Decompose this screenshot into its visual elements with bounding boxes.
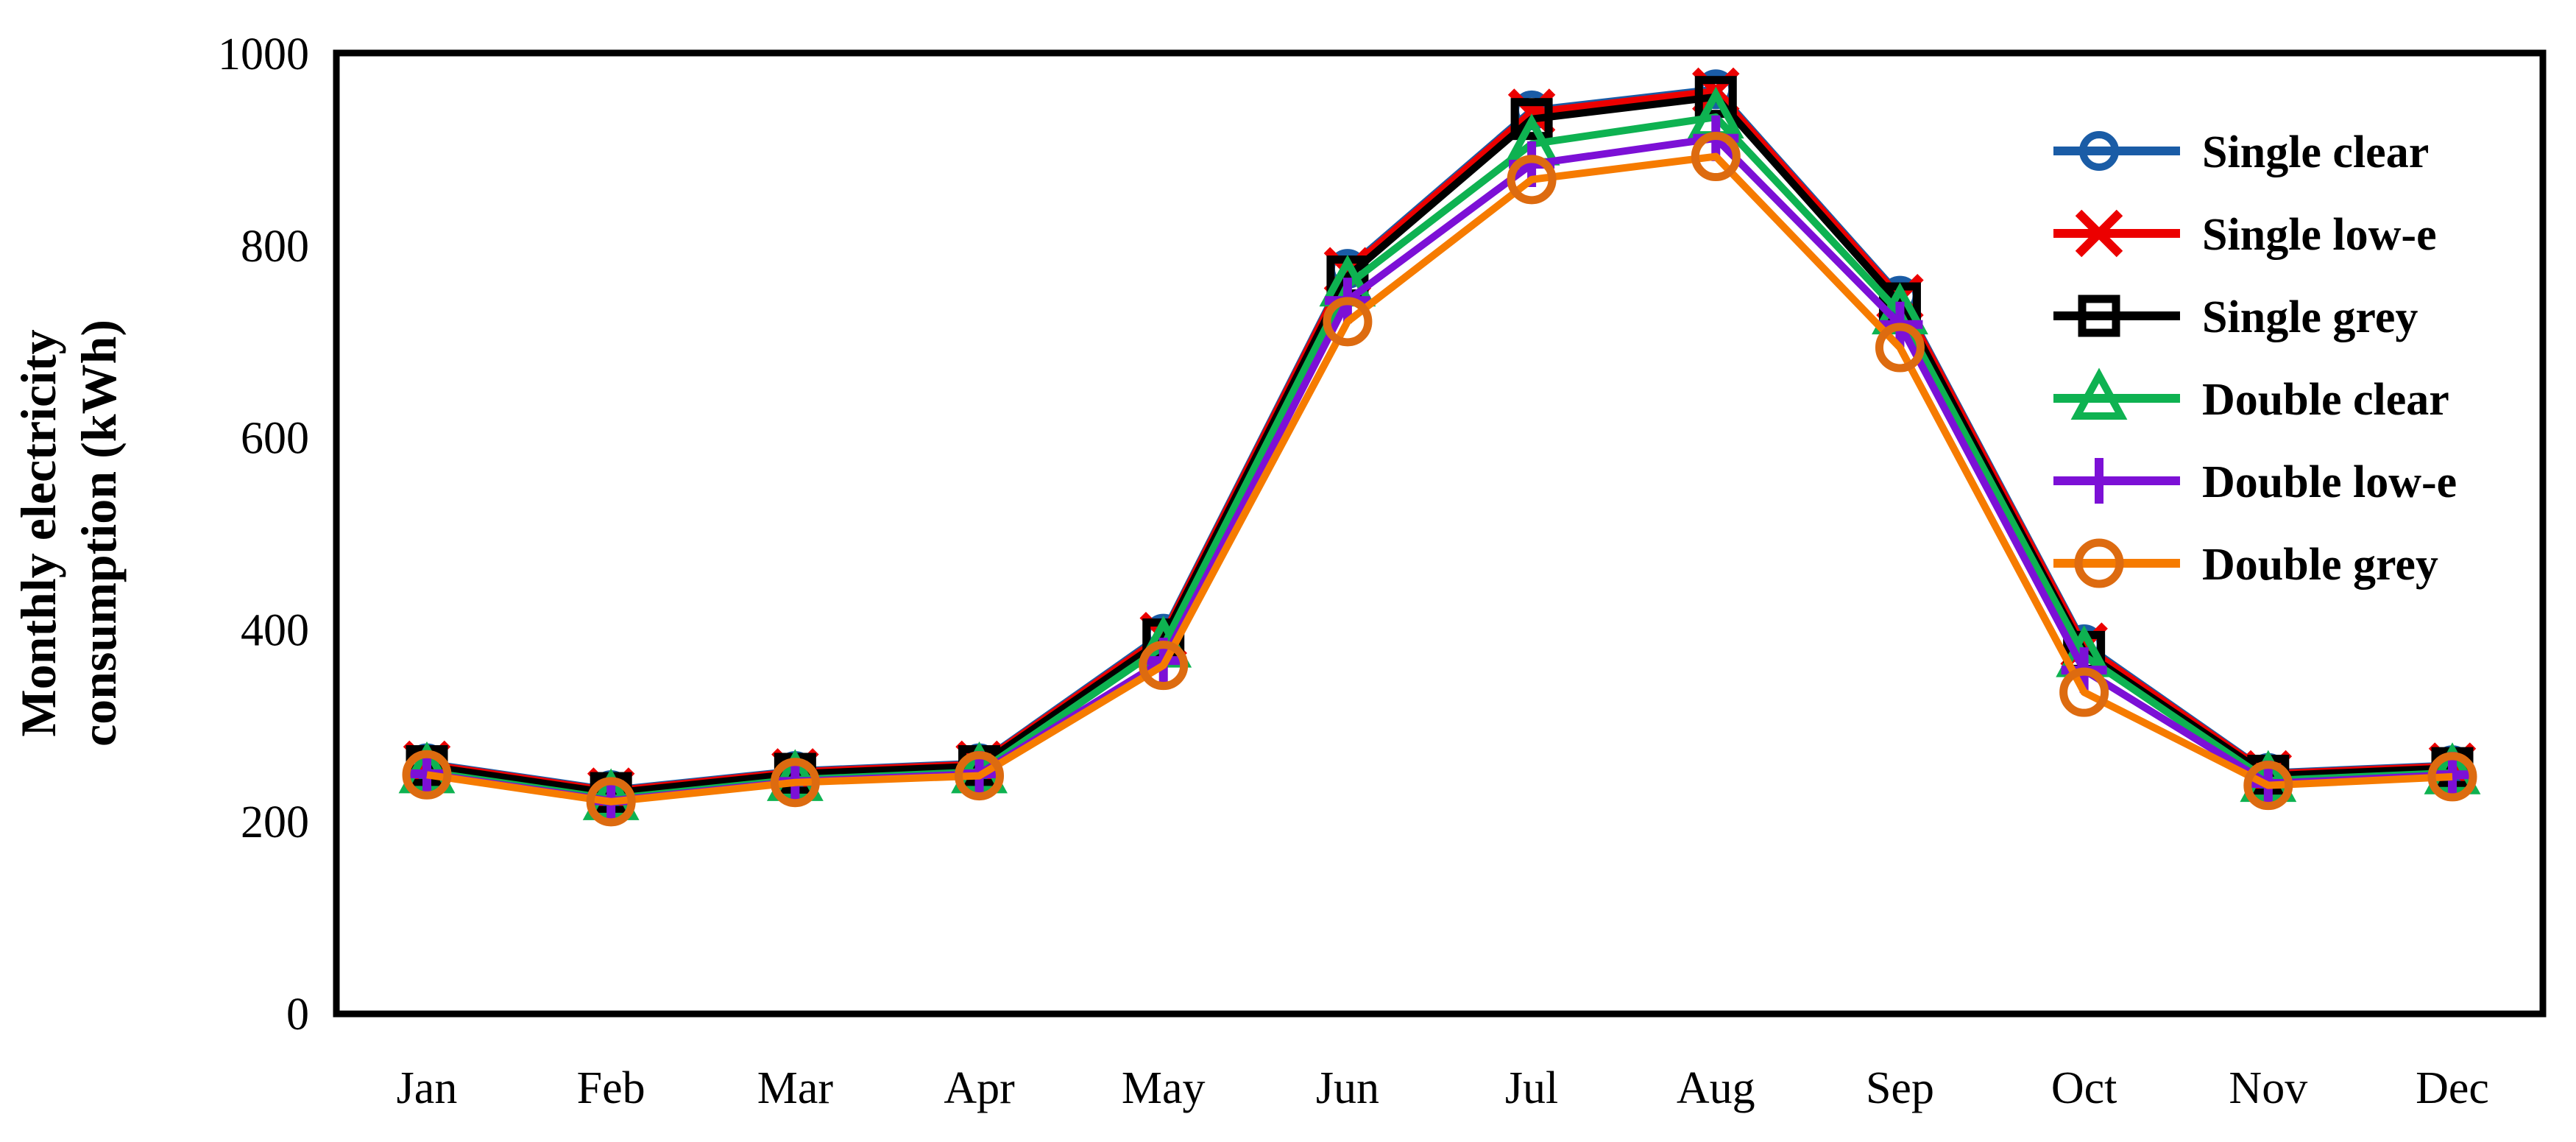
- y-axis-title-line2: consumption (kWh): [71, 320, 127, 747]
- y-tick-label-0: 0: [286, 990, 309, 1040]
- series-line-double-clear: [426, 113, 2453, 803]
- x-tick-label-apr: Apr: [944, 1063, 1015, 1113]
- legend-item-double-grey: Double grey: [2053, 538, 2438, 590]
- x-tick-label-mar: Mar: [757, 1063, 834, 1113]
- x-tick-label-feb: Feb: [577, 1063, 645, 1113]
- marker-double-grey-feb-glyph: [586, 777, 636, 827]
- series-double-low-e: [404, 115, 2475, 824]
- series-double-clear: [398, 86, 2481, 820]
- legend-item-double-low-e: Double low-e: [2053, 457, 2457, 507]
- marker-double-grey-aug-glyph: [1691, 132, 1741, 182]
- legend-label-double-low-e: Double low-e: [2202, 457, 2457, 507]
- y-tick-label-800: 800: [241, 222, 309, 272]
- marker-double-grey-nov: [2243, 761, 2293, 811]
- legend-marker-double-clear-glyph: [2070, 367, 2128, 420]
- x-tick-label-jul: Jul: [1505, 1063, 1558, 1113]
- marker-double-grey-feb: [586, 777, 636, 827]
- x-tick-label-jan: Jan: [397, 1063, 458, 1113]
- legend-marker-single-low-e: [2075, 209, 2123, 258]
- series-layer: [398, 67, 2481, 827]
- marker-double-grey-jan: [402, 750, 452, 800]
- legend-marker-single-clear-glyph: [2079, 131, 2119, 171]
- marker-double-grey-jul: [1507, 155, 1557, 205]
- x-tick-label-nov: Nov: [2229, 1063, 2307, 1113]
- y-tick-label-1000: 1000: [218, 29, 309, 80]
- x-tick-label-sep: Sep: [1866, 1063, 1934, 1113]
- legend-item-single-low-e: Single low-e: [2053, 209, 2437, 260]
- legend-label-single-low-e: Single low-e: [2202, 210, 2437, 260]
- legend-marker-double-clear: [2070, 367, 2128, 420]
- y-tick-label-600: 600: [241, 414, 309, 464]
- axes-layer: 0 200 400 600 800 1000 Jan Feb Mar Apr May Jun Jul Au…: [218, 29, 2489, 1113]
- marker-double-grey-may: [1139, 641, 1189, 691]
- x-tick-label-aug: Aug: [1677, 1063, 1755, 1113]
- y-tick-label-200: 200: [241, 797, 309, 847]
- y-axis-title-line1: Monthly electricity: [10, 329, 66, 736]
- legend-marker-double-grey: [2074, 538, 2124, 588]
- marker-double-grey-dec: [2427, 752, 2477, 802]
- legend-marker-single-grey-glyph: [2078, 295, 2120, 337]
- series-line-double-grey: [426, 152, 2453, 806]
- marker-double-grey-may-glyph: [1139, 641, 1189, 691]
- x-tick-label-may: May: [1122, 1063, 1206, 1113]
- marker-double-grey-jan-glyph: [402, 750, 452, 800]
- marker-double-grey-aug: [1691, 132, 1741, 182]
- marker-double-grey-dec-glyph: [2427, 752, 2477, 802]
- legend-label-single-grey: Single grey: [2202, 292, 2418, 342]
- legend-marker-double-low-e-glyph: [2076, 458, 2122, 504]
- plot-frame: [333, 49, 2547, 1018]
- legend-marker-double-low-e: [2076, 458, 2122, 504]
- x-tick-label-oct: Oct: [2051, 1063, 2117, 1113]
- marker-double-grey-oct: [2059, 667, 2109, 717]
- marker-double-grey-jun: [1323, 297, 1373, 347]
- marker-double-grey-jun-glyph: [1323, 297, 1373, 347]
- marker-double-grey-mar-glyph: [770, 758, 820, 808]
- legend-marker-double-grey-glyph: [2074, 538, 2124, 588]
- legend-item-single-grey: Single grey: [2053, 292, 2418, 342]
- legend-marker-single-grey: [2078, 295, 2120, 337]
- marker-double-grey-oct-glyph: [2059, 667, 2109, 717]
- marker-double-grey-jul-glyph: [1507, 155, 1557, 205]
- legend-item-double-clear: Double clear: [2053, 367, 2449, 425]
- legend-item-single-clear: Single clear: [2053, 127, 2429, 177]
- marker-double-grey-sep-glyph: [1875, 322, 1925, 373]
- legend-marker-single-low-e-glyph: [2075, 209, 2123, 258]
- marker-single-grey-jul: [1510, 98, 1553, 141]
- y-tick-label-400: 400: [241, 605, 309, 655]
- series-double-grey: [402, 132, 2477, 827]
- legend-label-double-grey: Double grey: [2202, 540, 2438, 590]
- x-tick-label-jun: Jun: [1316, 1063, 1379, 1113]
- legend-label-double-clear: Double clear: [2202, 375, 2449, 425]
- marker-double-grey-apr-glyph: [955, 751, 1005, 801]
- x-tick-label-dec: Dec: [2416, 1063, 2489, 1113]
- marker-double-grey-sep: [1875, 322, 1925, 373]
- marker-double-grey-nov-glyph: [2243, 761, 2293, 811]
- marker-single-grey-jul-glyph: [1510, 98, 1553, 141]
- legend: Single clear Single low-e Single grey Doubl…: [2053, 127, 2457, 590]
- marker-double-grey-mar: [770, 758, 820, 808]
- legend-label-single-clear: Single clear: [2202, 127, 2429, 177]
- legend-marker-single-clear: [2079, 131, 2119, 171]
- marker-double-grey-apr: [955, 751, 1005, 801]
